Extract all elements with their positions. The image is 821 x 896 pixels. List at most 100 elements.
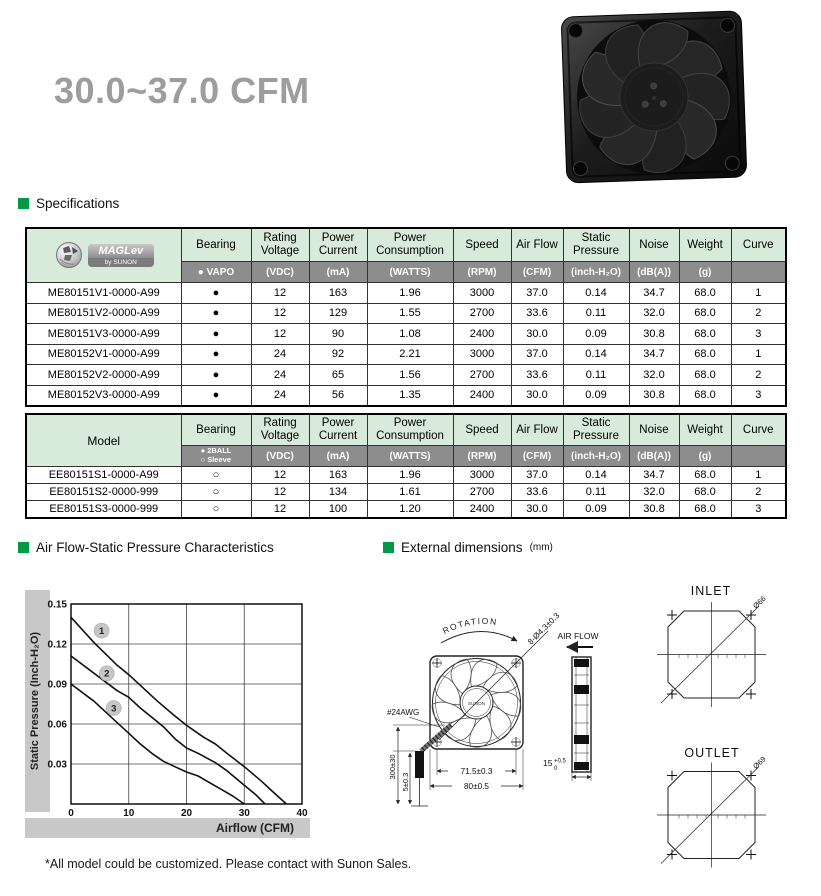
value-cell: 34.7 (628, 282, 680, 304)
value-cell: 68.0 (678, 483, 732, 501)
table-row: EE80151S3-0000-999 ○ 12 100 1.20 2400 30.0 0.09… (25, 500, 787, 519)
value-cell: 3 (730, 500, 787, 519)
value-cell: 0.11 (562, 302, 630, 324)
value-cell: 3 (730, 384, 787, 407)
outlet-drawing: OUTLET Ø69 (657, 746, 768, 868)
x-tick-label: 20 (181, 808, 193, 819)
y-tick-label: 0.09 (48, 680, 68, 691)
hole-pitch-dimension: 71.5±0.3 (461, 767, 493, 776)
value-cell: 1 (730, 466, 787, 484)
value-cell: 56 (308, 384, 368, 407)
value-cell: 34.7 (628, 466, 680, 484)
column-header: Curve (730, 413, 787, 446)
y-axis-label: Static Pressure (Inch-H₂O) (29, 632, 41, 770)
x-axis-label-bar (25, 818, 310, 838)
value-cell: 1.61 (366, 483, 454, 501)
units-header: (RPM) (452, 445, 512, 467)
value-cell: 12 (250, 500, 310, 519)
table-row: ME80152V1-0000-A99 ● 24 92 2.21 3000 37.0 0.14 3… (25, 343, 787, 365)
column-header: Power Current (308, 413, 368, 446)
value-cell: 12 (250, 302, 310, 324)
value-cell: 24 (250, 343, 310, 365)
model-cell: ME80151V1-0000-A99 (25, 282, 182, 304)
table-row: ME80152V3-0000-A99 ● 24 56 1.35 2400 30.0 0.09 3… (25, 384, 787, 407)
hub-brand-label: SUNON (468, 701, 486, 707)
maglev-globe-icon (55, 241, 82, 268)
mount-hole (724, 155, 740, 171)
units-header: (RPM) (452, 261, 512, 283)
green-square-bullet-icon (18, 542, 29, 553)
maglev-brand-label: MAGLev (87, 244, 154, 258)
spec-table-sleeve: Model Bearing Rating Voltage Power Curre… (25, 413, 787, 519)
value-cell: 2700 (452, 364, 512, 386)
curve-label-circle-3 (105, 700, 122, 716)
curve-label-2: 2 (104, 669, 109, 680)
x-tick-label: 0 (68, 808, 74, 819)
value-cell: 12 (250, 483, 310, 501)
mount-hole (720, 17, 736, 33)
value-cell: 30.8 (628, 384, 680, 407)
value-cell: 3000 (452, 343, 512, 365)
hole-callout-line (438, 630, 549, 741)
value-cell: 1.08 (366, 323, 454, 345)
holes-dimension-label: 8-Ø4.3±0.3 (526, 611, 562, 647)
column-header: Rating Voltage (250, 413, 310, 446)
section-specifications: Specifications (18, 196, 119, 211)
section-airflow-chart: Air Flow-Static Pressure Characteristics (18, 540, 274, 555)
fan-side-view (571, 656, 592, 773)
maglev-logo-cell: MAGLev by SUNON (25, 227, 182, 283)
value-cell: 0.14 (562, 466, 630, 484)
value-cell: 12 (250, 466, 310, 484)
rotation-arrow (440, 631, 518, 644)
bearing-legend: ● 2BALL ○ Sleeve (180, 445, 252, 467)
units-header (730, 261, 787, 283)
model-cell: ME80151V2-0000-A99 (25, 302, 182, 324)
value-cell: ● (180, 302, 252, 324)
external-dimensions-drawing: SUNON ROTATION 8-Ø4.3±0.3 #24AWG 300±30 … (385, 575, 821, 885)
units-header (730, 445, 787, 467)
column-header: Static Pressure (562, 413, 630, 446)
thickness-tolerance-upper: +0.5 (554, 759, 567, 765)
value-cell: 90 (308, 323, 368, 345)
units-header: (CFM) (510, 445, 564, 467)
spec-table-maglev: MAGLev by SUNON Bearing Rating Voltage P… (25, 227, 787, 407)
mount-hole (572, 161, 588, 177)
value-cell: 30.8 (628, 323, 680, 345)
outlet-hole-crosses (667, 770, 756, 860)
value-cell: ● (180, 384, 252, 407)
value-cell: 1.55 (366, 302, 454, 324)
value-cell: 34.7 (628, 343, 680, 365)
model-cell: ME80152V1-0000-A99 (25, 343, 182, 365)
fan-photo-svg (561, 9, 747, 184)
units-header: (WATTS) (366, 261, 454, 283)
x-tick-label: 40 (296, 808, 308, 819)
maglev-logo: MAGLev by SUNON (27, 241, 181, 271)
value-cell: 3000 (452, 466, 512, 484)
model-cell: EE80151S3-0000-999 (25, 500, 182, 519)
column-header: Power Current (308, 227, 368, 262)
units-header: (dB(A)) (628, 261, 680, 283)
value-cell: 24 (250, 384, 310, 407)
column-header: Weight (678, 227, 732, 262)
column-header: Speed (452, 413, 512, 446)
value-cell: 0.09 (562, 384, 630, 407)
units-header: (mA) (308, 261, 368, 283)
model-header-cell: Model (25, 413, 182, 467)
column-header: Bearing (180, 227, 252, 262)
value-cell: 2 (730, 364, 787, 386)
curve-label-circle-2 (99, 665, 115, 682)
curve-label-1: 1 (99, 626, 105, 637)
value-cell: 33.6 (510, 364, 564, 386)
value-cell: 37.0 (510, 282, 564, 304)
lead-length-dimension: 300±30 (388, 755, 397, 780)
value-cell: ● (180, 343, 252, 365)
value-cell: 33.6 (510, 302, 564, 324)
value-cell: 68.0 (678, 282, 732, 304)
table-row: ME80151V1-0000-A99 ● 12 163 1.96 3000 37.0 0.14… (25, 282, 787, 304)
plot-border (70, 603, 303, 805)
model-cell: ME80151V3-0000-A99 (25, 323, 182, 345)
y-tick-label: 0.06 (48, 720, 68, 731)
section-label: External dimensions (401, 540, 523, 555)
table-row: ME80151V3-0000-A99 ● 12 90 1.08 2400 30.0 0.09 3… (25, 323, 787, 345)
value-cell: 12 (250, 323, 310, 345)
